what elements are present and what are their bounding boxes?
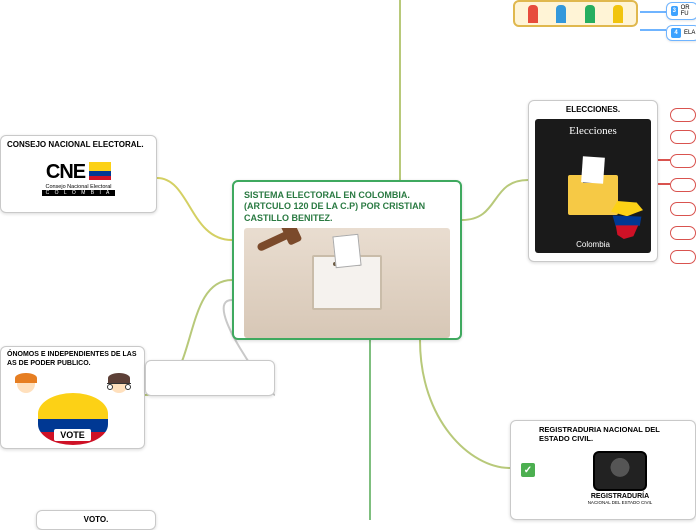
pill-item[interactable] bbox=[670, 108, 696, 122]
gavel-icon bbox=[256, 228, 296, 252]
registraduria-title: REGISTRADURIA NACIONAL DEL ESTADO CIVIL. bbox=[511, 421, 695, 446]
top-illustration bbox=[513, 0, 638, 27]
elecciones-script: Elecciones bbox=[535, 125, 651, 137]
mini-item[interactable]: 3OR FU bbox=[666, 2, 696, 20]
reg-brand-bot: NACIONAL DEL ESTADO CIVIL bbox=[588, 501, 653, 506]
pill-item[interactable] bbox=[670, 130, 696, 144]
node-central[interactable]: SISTEMA ELECTORAL EN COLOMBIA. (ARTCULO … bbox=[232, 180, 462, 340]
mini-item[interactable]: 4ELA bbox=[666, 25, 696, 41]
autonomos-title: ÓNOMOS E INDEPENDIENTES DE LAS AS DE POD… bbox=[1, 347, 144, 371]
voto-title: VOTO. bbox=[37, 511, 155, 527]
pill-item[interactable] bbox=[670, 154, 696, 168]
node-autonomos[interactable]: ÓNOMOS E INDEPENDIENTES DE LAS AS DE POD… bbox=[0, 346, 145, 449]
central-title: SISTEMA ELECTORAL EN COLOMBIA. (ARTCULO … bbox=[238, 186, 456, 226]
cne-title: CONSEJO NACIONAL ELECTORAL. bbox=[1, 136, 156, 152]
cne-logo-bot: C O L O M B I A bbox=[42, 190, 116, 196]
seal-icon bbox=[593, 451, 647, 491]
pill-item[interactable] bbox=[670, 250, 696, 264]
elecciones-image: Elecciones Colombia bbox=[535, 119, 651, 253]
pill-item[interactable] bbox=[670, 226, 696, 240]
checkbox-icon: ✓ bbox=[521, 463, 535, 477]
node-cne[interactable]: CONSEJO NACIONAL ELECTORAL. CNE Consejo … bbox=[0, 135, 157, 213]
pill-item[interactable] bbox=[670, 178, 696, 192]
elecciones-sub: Colombia bbox=[535, 240, 651, 249]
cne-logo-text: CNE bbox=[46, 161, 85, 184]
cne-logo: CNE Consejo Nacional Electoral C O L O M… bbox=[7, 154, 150, 202]
node-voto[interactable]: VOTO. bbox=[36, 510, 156, 530]
vote-label: VOTE bbox=[54, 429, 91, 441]
registraduria-image: REGISTRADURÍA NACIONAL DEL ESTADO CIVIL bbox=[565, 448, 675, 510]
central-image bbox=[244, 228, 450, 338]
autonomos-image: VOTE bbox=[7, 373, 138, 445]
elecciones-title: ELECCIONES. bbox=[529, 101, 657, 117]
node-registraduria[interactable]: REGISTRADURIA NACIONAL DEL ESTADO CIVIL.… bbox=[510, 420, 696, 520]
stub-box bbox=[145, 360, 275, 396]
pill-item[interactable] bbox=[670, 202, 696, 216]
node-elecciones[interactable]: ELECCIONES. Elecciones Colombia bbox=[528, 100, 658, 262]
